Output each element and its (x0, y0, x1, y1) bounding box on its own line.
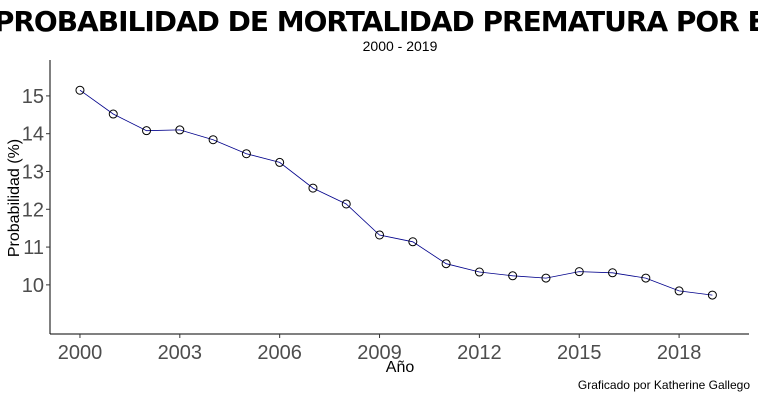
chart-caption: Graficado por Katherine Gallego (578, 378, 750, 392)
data-point (608, 268, 618, 278)
data-point (707, 290, 717, 300)
x-tick-label: 2009 (357, 342, 402, 364)
data-point (674, 286, 684, 296)
x-tick-label: 2018 (657, 342, 702, 364)
axes (46, 60, 749, 338)
tick-labels: 10 11 12 13 14 15 2000 2003 2006 2009 2012 2015 2018 (22, 86, 702, 364)
x-tick-label: 2012 (457, 342, 502, 364)
x-tick-label: 2015 (557, 342, 602, 364)
y-tick-label: 10 (22, 275, 44, 297)
chart-subtitle: 2000 - 2019 (363, 38, 438, 54)
x-tick-label: 2003 (158, 342, 203, 364)
data-point (341, 199, 351, 209)
y-tick-label: 13 (22, 161, 44, 183)
data-point (142, 126, 152, 136)
data-point (308, 183, 318, 193)
y-tick-label: 15 (22, 86, 44, 108)
data-point (375, 230, 385, 240)
data-point (108, 109, 118, 119)
x-axis-title: Año (386, 359, 415, 376)
plot-area (75, 85, 717, 300)
data-point (574, 267, 584, 277)
data-point (175, 125, 185, 135)
x-tick-label: 2000 (58, 342, 103, 364)
series-line (79, 89, 713, 296)
data-point (474, 267, 484, 277)
y-tick-label: 14 (22, 124, 44, 146)
data-point (208, 135, 218, 145)
y-tick-label: 12 (22, 199, 44, 221)
data-point (408, 237, 418, 247)
data-point (508, 271, 518, 281)
data-point (641, 273, 651, 283)
data-point (541, 273, 551, 283)
chart-title: PROBABILIDAD DE MORTALIDAD PREMATURA POR… (0, 5, 758, 38)
data-point (275, 157, 285, 167)
data-point (241, 149, 251, 159)
data-point (441, 259, 451, 269)
data-point (75, 85, 85, 95)
y-tick-label: 11 (23, 237, 44, 259)
x-tick-label: 2006 (257, 342, 302, 364)
y-axis-title: Probabilidad (%) (6, 139, 23, 257)
